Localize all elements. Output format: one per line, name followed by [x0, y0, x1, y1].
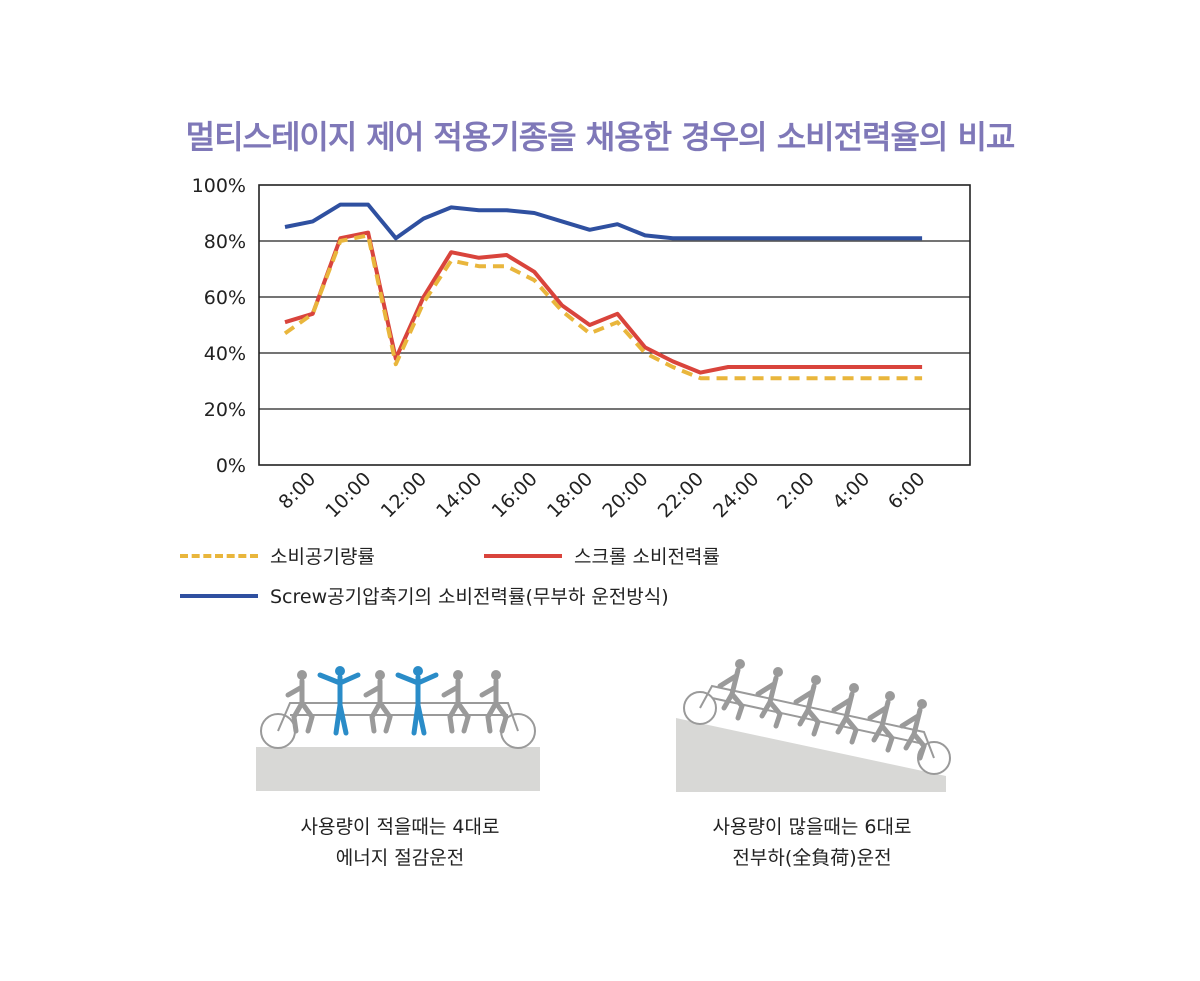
y-tick-label: 60% — [204, 287, 246, 309]
x-tick-label: 22:00 — [654, 468, 708, 522]
left-caption-line-1: 사용량이 적을때는 4대로 — [300, 816, 500, 838]
legend-item-air: 소비공기량률 — [180, 542, 375, 569]
series-line-0 — [283, 233, 923, 381]
flat-ground — [256, 747, 540, 791]
y-tick-label: 20% — [204, 399, 246, 421]
x-tick-label: 14:00 — [432, 468, 486, 522]
series-line-2 — [284, 202, 923, 241]
legend-label: 소비공기량률 — [270, 546, 375, 568]
y-tick-label: 100% — [192, 175, 246, 197]
legend-label: Screw공기압축기의 소비전력률(무부하 운전방식) — [270, 586, 669, 608]
legend-swatch-blue — [180, 593, 258, 598]
riders-resting — [317, 666, 439, 736]
x-tick-label: 10:00 — [321, 468, 375, 522]
tandem-bike-uphill-illustration — [676, 659, 951, 792]
left-caption: 사용량이 적을때는 4대로 에너지 절감운전 — [240, 812, 560, 874]
right-caption: 사용량이 많을때는 6대로 전부하(全負荷)운전 — [652, 812, 972, 874]
x-tick-label: 8:00 — [275, 468, 321, 514]
plot-frame — [258, 184, 971, 466]
riders-idle — [285, 670, 509, 734]
series-layer — [283, 202, 923, 381]
left-caption-line-2: 에너지 절감운전 — [335, 847, 465, 869]
grid-layer — [259, 240, 970, 410]
x-tick-labels: 8:00 10:00 12:00 14:00 16:00 18:00 20:00 22:00 2… — [275, 468, 930, 522]
x-tick-label: 12:00 — [377, 468, 431, 522]
x-tick-label: 16:00 — [488, 468, 542, 522]
y-tick-labels: 0% 20% 40% 60% 80% 100% — [192, 175, 246, 477]
y-tick-label: 40% — [204, 343, 246, 365]
legend-item-scroll: 스크롤 소비전력률 — [484, 542, 720, 569]
legend-label: 스크롤 소비전력률 — [574, 546, 720, 568]
right-caption-line-1: 사용량이 많을때는 6대로 — [712, 816, 912, 838]
x-tick-label: 6:00 — [884, 468, 930, 514]
front-wheel — [683, 691, 717, 725]
legend-swatch-dashed-yellow — [180, 553, 258, 558]
y-tick-label: 80% — [204, 231, 246, 253]
legend-swatch-red — [484, 553, 562, 558]
chart-title: 멀티스테이지 제어 적용기종을 채용한 경우의 소비전력율의 비교 — [185, 118, 1016, 156]
x-tick-label: 4:00 — [829, 468, 875, 514]
y-tick-label: 0% — [216, 455, 246, 477]
right-caption-line-2: 전부하(全負荷)운전 — [732, 847, 892, 869]
x-tick-label: 2:00 — [773, 468, 819, 514]
slope-ground — [676, 718, 946, 792]
tandem-bike-flat-illustration — [256, 666, 540, 791]
x-tick-label: 18:00 — [543, 468, 597, 522]
x-tick-label: 20:00 — [598, 468, 652, 522]
riders-all-pedaling — [717, 659, 927, 761]
x-tick-label: 24:00 — [709, 468, 763, 522]
bike-frame — [277, 702, 519, 732]
legend-item-screw: Screw공기압축기의 소비전력률(무부하 운전방식) — [180, 582, 669, 609]
